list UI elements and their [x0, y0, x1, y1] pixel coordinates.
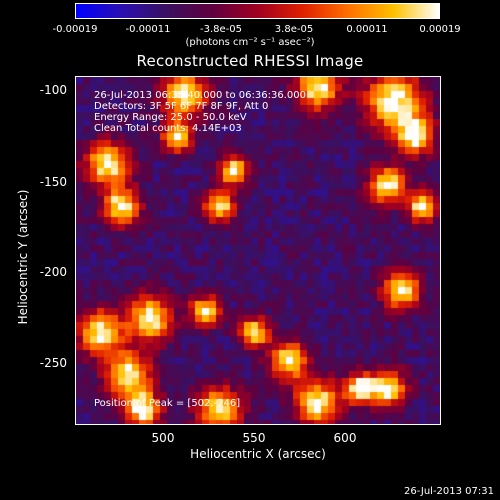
- info-time-range: 26-Jul-2013 06:35:40.000 to 06:36:36.000: [94, 90, 306, 101]
- info-energy: Energy Range: 25.0 - 50.0 keV: [94, 112, 247, 123]
- image-plot: [75, 76, 441, 425]
- colorbar-units: (photons cm⁻² s⁻¹ asec⁻²): [185, 37, 315, 48]
- y-axis-label: Heliocentric Y (arcsec): [16, 189, 30, 325]
- colorbar-tick: -3.8e-05: [200, 24, 242, 35]
- x-axis-label: Heliocentric X (arcsec): [190, 447, 326, 461]
- info-clean: Clean Total counts: 4.14E+03: [94, 123, 242, 134]
- colorbar: [75, 3, 440, 19]
- y-tick-label: -200: [39, 265, 67, 279]
- colorbar-tick: 0.00011: [346, 24, 388, 35]
- y-tick-label: -250: [39, 356, 67, 370]
- timestamp: 26-Jul-2013 07:31: [403, 486, 494, 497]
- colorbar-tick: -0.00011: [125, 24, 171, 35]
- info-peak: Position of Peak = [502,-246]: [94, 398, 241, 409]
- x-tick-label: 600: [333, 431, 357, 445]
- colorbar-tick: 0.00019: [419, 24, 461, 35]
- rhessi-image-map: [76, 77, 440, 424]
- y-tick-label: -150: [39, 175, 67, 189]
- page-title: Reconstructed RHESSI Image: [136, 52, 364, 70]
- x-tick-label: 500: [151, 431, 175, 445]
- colorbar-tick: -0.00019: [52, 24, 98, 35]
- colorbar-tick: 3.8e-05: [274, 24, 314, 35]
- info-detectors: Detectors: 3F 5F 6F 7F 8F 9F, Att 0: [94, 101, 269, 112]
- x-tick-label: 550: [242, 431, 266, 445]
- y-tick-label: -100: [39, 83, 67, 97]
